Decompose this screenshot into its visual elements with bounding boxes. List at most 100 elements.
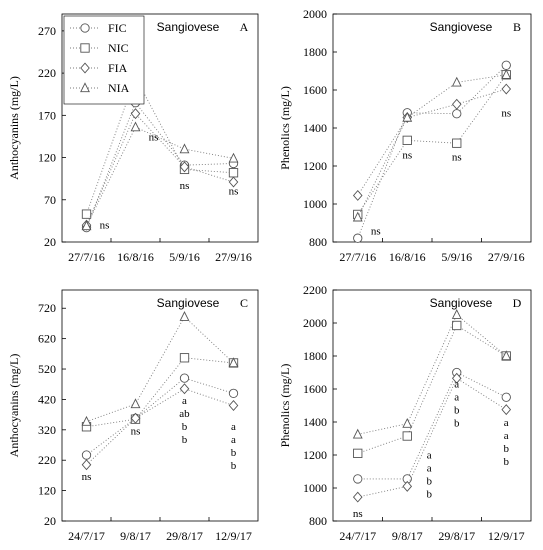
x-tick-label: 12/9/17 bbox=[488, 529, 525, 543]
x-tick-label: 27/7/16 bbox=[68, 250, 105, 264]
y-tick-label: 1200 bbox=[303, 159, 327, 173]
series-fic bbox=[81, 373, 239, 460]
series-line bbox=[357, 324, 507, 454]
series-line bbox=[86, 126, 234, 227]
significance-label: a bbox=[454, 378, 459, 390]
data-point bbox=[130, 121, 141, 132]
series-line bbox=[86, 76, 234, 215]
data-point bbox=[402, 135, 412, 145]
series-line bbox=[86, 377, 234, 456]
significance-label: a bbox=[504, 430, 509, 442]
y-tick-label: 20 bbox=[44, 235, 56, 249]
chart-title: Sangiovese bbox=[430, 20, 493, 34]
significance-label: b bbox=[427, 475, 433, 487]
data-point bbox=[501, 60, 511, 70]
y-tick-label: 270 bbox=[38, 24, 56, 38]
significance-label: ns bbox=[100, 219, 110, 231]
panel-letter: A bbox=[240, 20, 249, 34]
y-tick-label: 2200 bbox=[303, 283, 327, 297]
series-nic bbox=[353, 320, 511, 458]
data-point bbox=[179, 383, 190, 395]
y-axis-title: Phenolics (mg/L) bbox=[278, 364, 292, 448]
series-fia bbox=[352, 83, 512, 201]
x-tick-label: 9/8/17 bbox=[392, 529, 423, 543]
significance-label: ns bbox=[131, 425, 141, 437]
data-point bbox=[228, 388, 239, 398]
series-fia bbox=[352, 372, 512, 503]
data-point bbox=[402, 431, 412, 441]
x-tick-label: 27/9/16 bbox=[215, 250, 252, 264]
series-fic bbox=[353, 367, 511, 484]
data-point bbox=[353, 448, 363, 458]
data-point bbox=[352, 428, 363, 439]
significance-label: ns bbox=[402, 149, 412, 161]
y-tick-label: 120 bbox=[38, 151, 56, 165]
y-tick-label: 1600 bbox=[303, 382, 327, 396]
y-tick-label: 800 bbox=[309, 235, 327, 249]
data-point bbox=[452, 138, 462, 148]
x-tick-label: 5/9/16 bbox=[441, 250, 472, 264]
panel-letter: B bbox=[513, 20, 521, 34]
significance-label: b bbox=[231, 447, 237, 459]
significance-label: a bbox=[454, 391, 459, 403]
panel-letter: C bbox=[240, 296, 248, 310]
data-point bbox=[451, 76, 462, 87]
data-point bbox=[179, 161, 190, 173]
significance-label: ns bbox=[452, 151, 462, 163]
y-tick-label: 420 bbox=[38, 392, 56, 406]
data-point bbox=[228, 357, 239, 368]
significance-label: ns bbox=[149, 132, 159, 144]
legend-label: NIA bbox=[108, 81, 130, 95]
y-axis-title: Phenolics (mg/L) bbox=[278, 86, 292, 170]
chart-panel-a: 20 70 120 170 220 270 27/7/16 16/8/16 5/9/16 27/9… bbox=[7, 13, 259, 264]
data-point bbox=[81, 450, 92, 460]
series-line bbox=[357, 88, 507, 196]
y-tick-label: 1400 bbox=[303, 415, 327, 429]
x-tick-label: 24/7/17 bbox=[68, 529, 105, 543]
legend-box bbox=[63, 15, 145, 105]
significance-label: b bbox=[504, 443, 510, 455]
legend-label: NIC bbox=[108, 41, 129, 55]
data-point bbox=[130, 398, 141, 409]
x-tick-label: 5/9/16 bbox=[169, 250, 200, 264]
data-point bbox=[452, 109, 462, 119]
data-point bbox=[451, 372, 462, 384]
significance-label: ns bbox=[229, 186, 239, 198]
y-tick-label: 620 bbox=[38, 332, 56, 346]
significance-label: ns bbox=[180, 180, 190, 192]
significance-label: b bbox=[182, 421, 188, 433]
data-point bbox=[352, 491, 363, 503]
data-point bbox=[81, 209, 92, 219]
series-nia bbox=[81, 121, 239, 231]
data-point bbox=[402, 480, 413, 492]
data-point bbox=[179, 373, 190, 383]
series-line bbox=[86, 101, 234, 228]
data-point bbox=[501, 83, 512, 95]
x-tick-label: 16/8/16 bbox=[117, 250, 154, 264]
significance-label: a bbox=[182, 395, 187, 407]
series-fic bbox=[81, 98, 239, 233]
data-point bbox=[179, 311, 190, 321]
series-line bbox=[86, 357, 234, 428]
significance-label: a bbox=[427, 449, 432, 461]
significance-label: a bbox=[427, 462, 432, 474]
series-nia bbox=[352, 69, 512, 222]
significance-label: b bbox=[427, 488, 433, 500]
x-tick-label: 12/9/17 bbox=[215, 529, 252, 543]
legend-marker-square bbox=[80, 43, 90, 53]
x-tick-label: 27/9/16 bbox=[488, 250, 525, 264]
data-point bbox=[451, 309, 462, 319]
series-line bbox=[86, 316, 234, 423]
significance-label: a bbox=[231, 434, 236, 446]
x-tick-label: 29/8/17 bbox=[438, 529, 475, 543]
x-tick-label: 29/8/17 bbox=[166, 529, 203, 543]
significance-label: ns bbox=[501, 108, 511, 120]
series-line bbox=[357, 74, 507, 215]
y-tick-label: 70 bbox=[44, 193, 56, 207]
data-point bbox=[228, 168, 239, 178]
chart-title: Sangiovese bbox=[430, 296, 493, 310]
series-nia bbox=[352, 309, 512, 439]
significance-label: b bbox=[504, 456, 510, 468]
significance-label: ns bbox=[353, 508, 363, 520]
